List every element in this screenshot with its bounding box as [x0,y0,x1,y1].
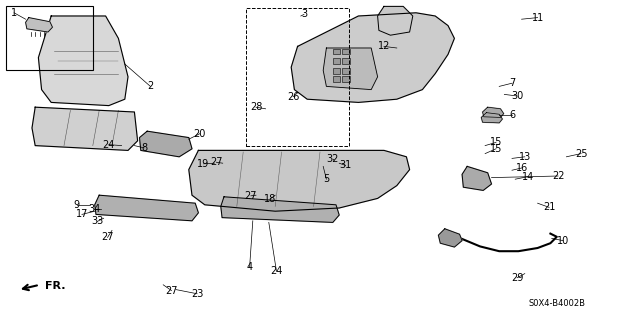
Text: 24: 24 [102,140,115,150]
Text: 27: 27 [210,157,223,167]
Polygon shape [38,16,128,106]
Text: 27: 27 [244,191,257,201]
Text: 13: 13 [518,152,531,162]
Text: 32: 32 [326,154,339,164]
Text: 27: 27 [101,232,114,243]
Text: 1: 1 [11,8,17,18]
Text: 3: 3 [301,9,307,20]
Text: 12: 12 [378,41,390,52]
Text: 26: 26 [287,92,300,102]
Polygon shape [462,166,492,190]
Text: 17: 17 [76,209,88,220]
Text: 34: 34 [88,204,100,214]
Text: 16: 16 [515,163,528,173]
Polygon shape [378,6,413,35]
Bar [6,6,93,70]
Bar [342,49,350,54]
Bar [342,58,350,64]
Polygon shape [323,48,378,90]
Polygon shape [438,229,462,247]
Polygon shape [140,131,192,157]
Text: 22: 22 [552,171,564,181]
Bar [333,49,340,54]
Text: 23: 23 [191,289,204,299]
Text: 4: 4 [246,262,253,272]
Bar [342,68,350,74]
Polygon shape [291,13,454,102]
Text: 8: 8 [141,143,147,153]
Text: 21: 21 [543,202,556,212]
Text: 14: 14 [522,172,534,182]
Text: 33: 33 [91,216,104,227]
Text: 15: 15 [490,144,502,154]
Text: 31: 31 [339,160,352,171]
Bar [333,76,340,82]
Text: 18: 18 [264,194,276,204]
Text: 28: 28 [250,102,262,112]
Polygon shape [189,150,410,211]
Text: 15: 15 [490,137,502,148]
Text: 19: 19 [197,159,210,169]
Text: 10: 10 [557,236,570,246]
Bar [333,58,340,64]
Text: 6: 6 [509,110,515,120]
Text: 9: 9 [74,200,80,210]
Polygon shape [95,195,198,221]
Text: 11: 11 [531,12,544,23]
Bar [342,76,350,82]
Bar [333,68,340,74]
Text: FR.: FR. [45,281,65,291]
Polygon shape [32,107,138,150]
Text: 20: 20 [193,129,206,139]
Polygon shape [481,113,502,123]
Text: 29: 29 [511,273,524,283]
Polygon shape [483,107,504,117]
Text: 27: 27 [165,285,178,296]
Text: 24: 24 [270,266,283,276]
Text: 25: 25 [575,148,588,159]
Text: 2: 2 [147,81,154,92]
Polygon shape [221,197,339,222]
Text: 7: 7 [509,78,515,88]
Text: 5: 5 [323,174,330,184]
Bar [246,8,349,146]
Text: 30: 30 [511,91,524,101]
Text: S0X4-B4002B: S0X4-B4002B [528,299,586,308]
Polygon shape [26,18,52,32]
